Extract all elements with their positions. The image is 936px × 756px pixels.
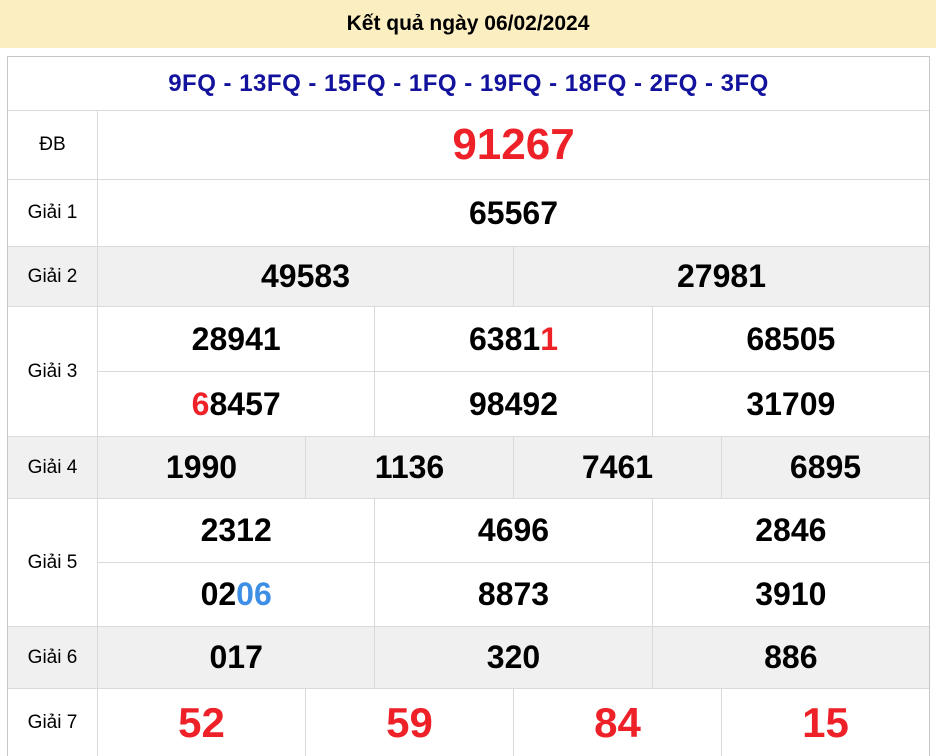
highlight-digits-blue: 06	[236, 576, 272, 612]
prize-6-value-2: 320	[374, 627, 651, 688]
prize-row-1: Giải 1 65567	[8, 179, 929, 246]
prize-3-value-4: 6 8457	[191, 385, 281, 422]
prize-row-2: Giải 2 49583 27981	[8, 246, 929, 306]
prize-3-subrow-1: 28941 6381 1 68505	[98, 307, 929, 371]
row-label-4: Giải 4	[8, 437, 98, 498]
row-label-special: ĐB	[8, 111, 98, 179]
prize-3-subrow-2: 6 8457 98492 31709	[98, 371, 929, 436]
prize-row-5: Giải 5 2312 4696 2846 02 06 8873 3910	[8, 498, 929, 626]
highlight-digit-red: 6	[191, 385, 210, 422]
prize-7-value-3: 84	[513, 689, 721, 756]
row-label-6: Giải 6	[8, 627, 98, 688]
row-label-2: Giải 2	[8, 247, 98, 306]
station-codes-row: 9FQ - 13FQ - 15FQ - 1FQ - 19FQ - 18FQ - …	[8, 57, 929, 110]
prize-7-value-1: 52	[178, 698, 225, 746]
station-codes: 9FQ - 13FQ - 15FQ - 1FQ - 19FQ - 18FQ - …	[168, 69, 769, 97]
prize-5-value-6: 3910	[651, 563, 929, 626]
prize-4-value-2: 1136	[305, 437, 513, 498]
page-title: Kết quả ngày 06/02/2024	[346, 12, 590, 35]
prize-5-subrow-2: 02 06 8873 3910	[98, 562, 929, 626]
prize-5-subrow-1: 2312 4696 2846	[98, 499, 929, 562]
prize-2-value-2: 27981	[513, 247, 929, 306]
title-bar: Kết quả ngày 06/02/2024	[0, 0, 936, 48]
prize-6-value-1: 017	[209, 639, 263, 675]
highlight-digit-red: 1	[540, 320, 558, 357]
prize-5-value-4: 02 06	[200, 576, 272, 612]
prize-1-value: 65567	[469, 194, 558, 231]
prize-7-value-4: 15	[721, 689, 929, 756]
prize-2-value-1: 49583	[261, 258, 350, 294]
row-label-7: Giải 7	[8, 689, 98, 756]
prize-row-6: Giải 6 017 320 886	[8, 626, 929, 688]
prize-4-value-3: 7461	[513, 437, 721, 498]
prize-7-value-2: 59	[305, 689, 513, 756]
prize-5-value-2: 4696	[374, 499, 651, 562]
prize-row-7: Giải 7 52 59 84 15	[8, 688, 929, 756]
prize-row-4: Giải 4 1990 1136 7461 6895	[8, 436, 929, 498]
prize-6-value-3: 886	[651, 627, 929, 688]
prize-5-value-5: 8873	[374, 563, 651, 626]
prize-3-value-6: 31709	[651, 372, 929, 436]
prize-3-value-1: 28941	[191, 320, 281, 357]
prize-4-value-1: 1990	[165, 449, 238, 485]
prize-row-3: Giải 3 28941 6381 1 68505 6 8457 98492 317…	[8, 306, 929, 436]
row-label-3: Giải 3	[8, 307, 98, 436]
prize-3-value-3: 68505	[651, 307, 929, 371]
prize-special-value: 91267	[452, 120, 575, 169]
row-label-1: Giải 1	[8, 180, 98, 246]
prize-3-value-2: 6381 1	[374, 307, 651, 371]
prize-5-value-1: 2312	[200, 512, 272, 548]
prize-3-value-5: 98492	[374, 372, 651, 436]
row-label-5: Giải 5	[8, 499, 98, 626]
prize-4-value-4: 6895	[721, 437, 929, 498]
prize-5-value-3: 2846	[651, 499, 929, 562]
lottery-results-table: 9FQ - 13FQ - 15FQ - 1FQ - 19FQ - 18FQ - …	[7, 56, 930, 756]
prize-row-special: ĐB 91267	[8, 110, 929, 179]
